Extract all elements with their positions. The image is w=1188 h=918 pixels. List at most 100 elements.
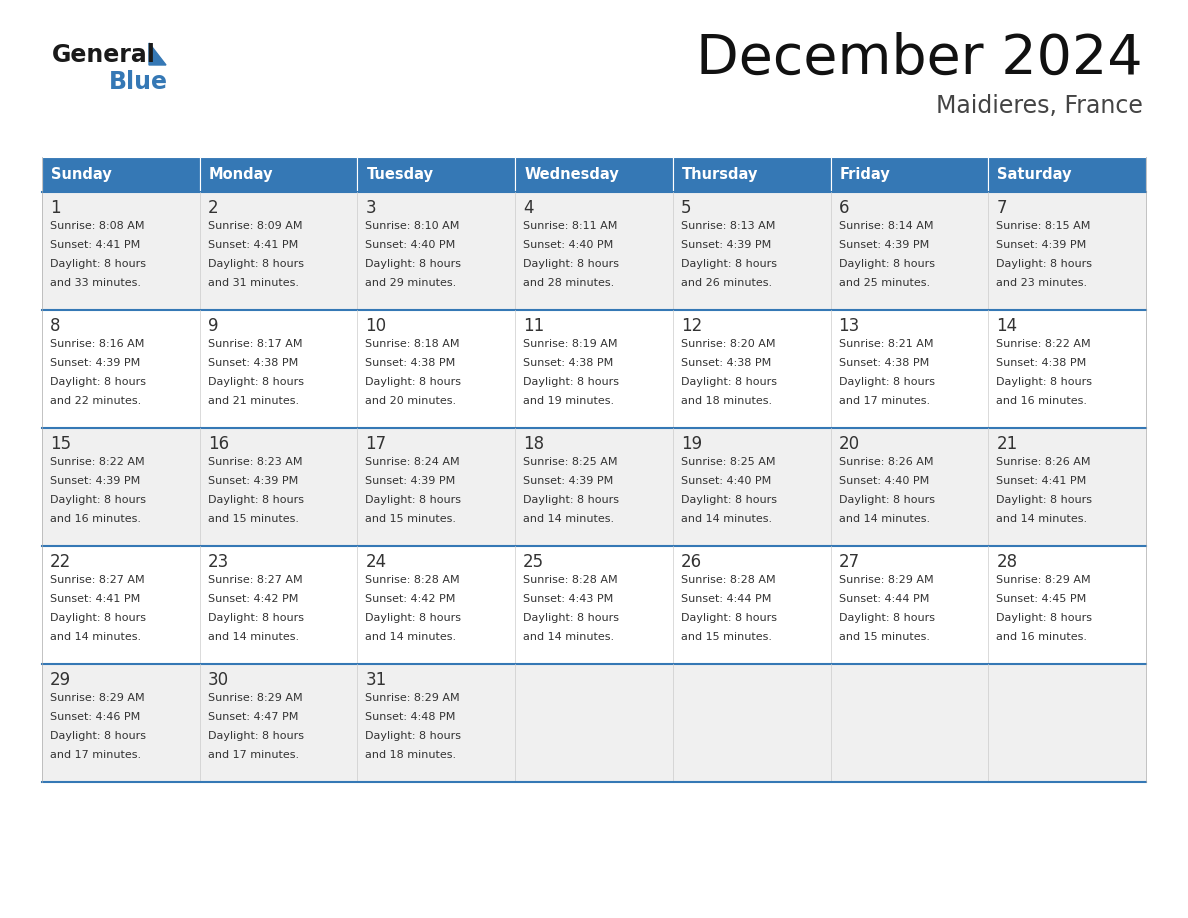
Text: Tuesday: Tuesday <box>366 167 434 182</box>
Text: and 14 minutes.: and 14 minutes. <box>208 632 299 642</box>
Text: Sunset: 4:39 PM: Sunset: 4:39 PM <box>366 476 456 486</box>
Text: 18: 18 <box>523 435 544 453</box>
Text: Sunrise: 8:10 AM: Sunrise: 8:10 AM <box>366 221 460 231</box>
Text: 11: 11 <box>523 317 544 335</box>
Text: Sunset: 4:39 PM: Sunset: 4:39 PM <box>208 476 298 486</box>
Text: and 15 minutes.: and 15 minutes. <box>681 632 772 642</box>
Text: Sunrise: 8:17 AM: Sunrise: 8:17 AM <box>208 339 302 349</box>
Bar <box>988 157 1146 192</box>
Text: Daylight: 8 hours: Daylight: 8 hours <box>366 377 461 387</box>
Text: and 22 minutes.: and 22 minutes. <box>50 396 141 406</box>
Text: Sunrise: 8:29 AM: Sunrise: 8:29 AM <box>839 575 934 585</box>
Text: Daylight: 8 hours: Daylight: 8 hours <box>681 613 777 623</box>
Text: Sunset: 4:44 PM: Sunset: 4:44 PM <box>839 594 929 604</box>
Text: 5: 5 <box>681 199 691 217</box>
Text: and 14 minutes.: and 14 minutes. <box>839 514 930 524</box>
Text: Blue: Blue <box>109 70 168 94</box>
Text: General: General <box>52 43 156 67</box>
Text: 6: 6 <box>839 199 849 217</box>
Text: Daylight: 8 hours: Daylight: 8 hours <box>50 377 146 387</box>
Bar <box>42 157 200 192</box>
Text: Sunrise: 8:29 AM: Sunrise: 8:29 AM <box>50 693 145 703</box>
Text: and 14 minutes.: and 14 minutes. <box>50 632 141 642</box>
Text: 7: 7 <box>997 199 1006 217</box>
Text: Sunrise: 8:27 AM: Sunrise: 8:27 AM <box>208 575 302 585</box>
Text: Sunrise: 8:26 AM: Sunrise: 8:26 AM <box>839 457 933 467</box>
Text: and 26 minutes.: and 26 minutes. <box>681 278 772 288</box>
Text: Sunset: 4:39 PM: Sunset: 4:39 PM <box>839 240 929 250</box>
Text: and 16 minutes.: and 16 minutes. <box>50 514 141 524</box>
Text: Sunrise: 8:15 AM: Sunrise: 8:15 AM <box>997 221 1091 231</box>
Text: and 14 minutes.: and 14 minutes. <box>523 514 614 524</box>
Text: 19: 19 <box>681 435 702 453</box>
Text: and 16 minutes.: and 16 minutes. <box>997 396 1087 406</box>
Text: 14: 14 <box>997 317 1017 335</box>
Text: Sunrise: 8:22 AM: Sunrise: 8:22 AM <box>50 457 145 467</box>
Text: Sunset: 4:47 PM: Sunset: 4:47 PM <box>208 712 298 722</box>
Text: Sunrise: 8:28 AM: Sunrise: 8:28 AM <box>523 575 618 585</box>
Text: Sunrise: 8:09 AM: Sunrise: 8:09 AM <box>208 221 302 231</box>
Text: Daylight: 8 hours: Daylight: 8 hours <box>366 613 461 623</box>
Text: Sunset: 4:40 PM: Sunset: 4:40 PM <box>366 240 456 250</box>
Text: Sunrise: 8:23 AM: Sunrise: 8:23 AM <box>208 457 302 467</box>
Text: Daylight: 8 hours: Daylight: 8 hours <box>839 377 935 387</box>
Text: Sunset: 4:38 PM: Sunset: 4:38 PM <box>997 358 1087 368</box>
Text: 30: 30 <box>208 671 229 689</box>
Text: Sunset: 4:41 PM: Sunset: 4:41 PM <box>997 476 1087 486</box>
Text: and 31 minutes.: and 31 minutes. <box>208 278 298 288</box>
Text: 25: 25 <box>523 553 544 571</box>
Text: Sunset: 4:40 PM: Sunset: 4:40 PM <box>523 240 613 250</box>
Text: Daylight: 8 hours: Daylight: 8 hours <box>366 495 461 505</box>
Text: Daylight: 8 hours: Daylight: 8 hours <box>839 613 935 623</box>
Text: 23: 23 <box>208 553 229 571</box>
Text: Daylight: 8 hours: Daylight: 8 hours <box>681 259 777 269</box>
Text: Daylight: 8 hours: Daylight: 8 hours <box>523 613 619 623</box>
Text: Sunset: 4:41 PM: Sunset: 4:41 PM <box>50 594 140 604</box>
Text: Sunrise: 8:19 AM: Sunrise: 8:19 AM <box>523 339 618 349</box>
Text: Sunrise: 8:29 AM: Sunrise: 8:29 AM <box>366 693 460 703</box>
Text: and 15 minutes.: and 15 minutes. <box>208 514 298 524</box>
Text: and 15 minutes.: and 15 minutes. <box>839 632 929 642</box>
Text: Daylight: 8 hours: Daylight: 8 hours <box>50 259 146 269</box>
Text: Sunset: 4:39 PM: Sunset: 4:39 PM <box>523 476 613 486</box>
Text: Sunset: 4:44 PM: Sunset: 4:44 PM <box>681 594 771 604</box>
Text: Sunrise: 8:29 AM: Sunrise: 8:29 AM <box>208 693 302 703</box>
Text: and 28 minutes.: and 28 minutes. <box>523 278 614 288</box>
Text: 20: 20 <box>839 435 860 453</box>
Text: Sunrise: 8:08 AM: Sunrise: 8:08 AM <box>50 221 145 231</box>
Text: Sunset: 4:38 PM: Sunset: 4:38 PM <box>523 358 613 368</box>
Text: Daylight: 8 hours: Daylight: 8 hours <box>997 259 1092 269</box>
Text: Sunrise: 8:24 AM: Sunrise: 8:24 AM <box>366 457 460 467</box>
Text: Daylight: 8 hours: Daylight: 8 hours <box>366 731 461 741</box>
Text: Sunrise: 8:11 AM: Sunrise: 8:11 AM <box>523 221 618 231</box>
Bar <box>42 428 1146 546</box>
Bar <box>516 157 672 192</box>
Text: and 21 minutes.: and 21 minutes. <box>208 396 299 406</box>
Text: Daylight: 8 hours: Daylight: 8 hours <box>997 613 1092 623</box>
Text: Sunrise: 8:28 AM: Sunrise: 8:28 AM <box>366 575 460 585</box>
Text: Sunday: Sunday <box>51 167 112 182</box>
Text: Sunset: 4:42 PM: Sunset: 4:42 PM <box>366 594 456 604</box>
Text: 21: 21 <box>997 435 1018 453</box>
Text: Sunset: 4:38 PM: Sunset: 4:38 PM <box>681 358 771 368</box>
Text: Daylight: 8 hours: Daylight: 8 hours <box>50 731 146 741</box>
Text: and 17 minutes.: and 17 minutes. <box>50 750 141 760</box>
Text: Friday: Friday <box>840 167 890 182</box>
Text: 28: 28 <box>997 553 1017 571</box>
Text: Daylight: 8 hours: Daylight: 8 hours <box>208 613 304 623</box>
Text: Sunset: 4:38 PM: Sunset: 4:38 PM <box>208 358 298 368</box>
Text: and 14 minutes.: and 14 minutes. <box>366 632 456 642</box>
Text: Saturday: Saturday <box>997 167 1072 182</box>
Text: Daylight: 8 hours: Daylight: 8 hours <box>839 259 935 269</box>
Text: and 14 minutes.: and 14 minutes. <box>681 514 772 524</box>
Text: Sunset: 4:43 PM: Sunset: 4:43 PM <box>523 594 613 604</box>
Text: 29: 29 <box>50 671 71 689</box>
Text: Sunrise: 8:16 AM: Sunrise: 8:16 AM <box>50 339 145 349</box>
Text: Sunrise: 8:28 AM: Sunrise: 8:28 AM <box>681 575 776 585</box>
Text: and 23 minutes.: and 23 minutes. <box>997 278 1087 288</box>
Text: Sunset: 4:39 PM: Sunset: 4:39 PM <box>50 358 140 368</box>
Text: Daylight: 8 hours: Daylight: 8 hours <box>839 495 935 505</box>
Text: Sunrise: 8:13 AM: Sunrise: 8:13 AM <box>681 221 776 231</box>
Text: Sunrise: 8:21 AM: Sunrise: 8:21 AM <box>839 339 933 349</box>
Bar <box>672 157 830 192</box>
